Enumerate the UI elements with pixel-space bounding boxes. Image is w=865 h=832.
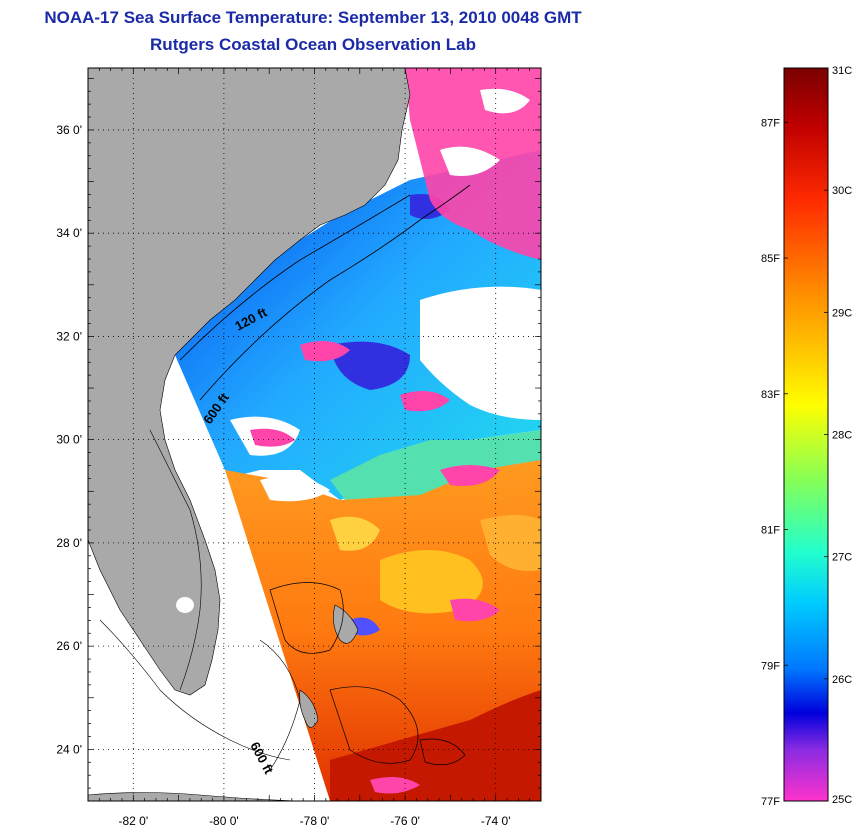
latitude-axis: 36 0' 34 0' 32 0' 30 0' 28 0' 26 0' 24 0' bbox=[56, 123, 82, 756]
cloud-flag-area bbox=[300, 341, 350, 362]
lon-tick-label: -82 0' bbox=[118, 814, 148, 828]
contour-bahamas-bank bbox=[269, 582, 344, 654]
cloud-gap bbox=[420, 286, 541, 420]
cloud-flag-area bbox=[250, 428, 295, 447]
colorbar-fahrenheit-label: 83F bbox=[761, 389, 780, 401]
colorbar-fahrenheit-label: 79F bbox=[761, 660, 780, 672]
map-content bbox=[88, 68, 541, 801]
colorbar-fahrenheit-label: 85F bbox=[761, 253, 780, 265]
cloud-flag-area bbox=[450, 598, 500, 622]
map-title: NOAA-17 Sea Surface Temperature: Septemb… bbox=[44, 8, 582, 27]
colorbar-celsius-label: 31C bbox=[832, 65, 852, 77]
cuba-coast bbox=[88, 792, 301, 801]
lat-tick-label: 24 0' bbox=[56, 742, 82, 756]
cloud-gap bbox=[440, 146, 500, 176]
longitude-axis: -82 0' -80 0' -78 0' -76 0' -74 0' bbox=[118, 814, 510, 828]
cloud-flag-area bbox=[440, 465, 500, 486]
contour-bahamas-bank bbox=[419, 738, 466, 766]
colorbar-fahrenheit-label: 87F bbox=[761, 117, 780, 129]
colorbar-celsius-label: 25C bbox=[832, 794, 852, 806]
bahamas-island bbox=[333, 604, 359, 644]
colorbar-celsius-label: 27C bbox=[832, 552, 852, 564]
contour-shelf-florida bbox=[149, 429, 202, 691]
sst-cold-pocket bbox=[330, 341, 410, 390]
lat-tick-label: 28 0' bbox=[56, 536, 82, 550]
lat-tick-label: 30 0' bbox=[56, 433, 82, 447]
lat-tick-label: 36 0' bbox=[56, 123, 82, 137]
cloud-flag-area bbox=[400, 391, 450, 412]
colorbar-celsius-labels: 31C 30C 29C 28C 27C 26C 25C bbox=[824, 65, 852, 806]
contour-bahamas-bank bbox=[329, 686, 419, 764]
colorbar-celsius-label: 28C bbox=[832, 430, 852, 442]
sst-red-band bbox=[330, 690, 541, 801]
contour-120ft bbox=[179, 194, 411, 361]
lon-tick-label: -74 0' bbox=[481, 814, 511, 828]
cloud-gap bbox=[480, 88, 530, 114]
colorbar-celsius-label: 26C bbox=[832, 674, 852, 686]
colorbar-fahrenheit-labels: 87F 85F 83F 81F 79F 77F bbox=[761, 117, 788, 808]
lat-tick-label: 34 0' bbox=[56, 226, 82, 240]
contour-keys bbox=[99, 619, 291, 761]
lat-tick-label: 32 0' bbox=[56, 329, 82, 343]
colorbar-celsius-label: 30C bbox=[832, 185, 852, 197]
sst-yellow-patch bbox=[380, 550, 483, 614]
bahamas-island bbox=[299, 689, 319, 728]
map-subtitle: Rutgers Coastal Ocean Observation Lab bbox=[150, 35, 476, 54]
colorbar-fahrenheit-label: 77F bbox=[761, 796, 780, 808]
lake-okeechobee bbox=[176, 597, 194, 613]
graticule bbox=[87, 68, 542, 802]
lon-tick-label: -78 0' bbox=[300, 814, 330, 828]
cloud-flag-area bbox=[370, 776, 420, 794]
lon-tick-label: -76 0' bbox=[390, 814, 420, 828]
sst-yellow-patch bbox=[480, 515, 541, 571]
contour-600ft bbox=[199, 184, 471, 401]
lon-tick-label: -80 0' bbox=[209, 814, 239, 828]
lat-tick-label: 26 0' bbox=[56, 639, 82, 653]
colorbar-celsius-label: 29C bbox=[832, 307, 852, 319]
sst-yellow-patch bbox=[330, 516, 380, 551]
land-mass bbox=[88, 68, 411, 696]
sst-cool-region bbox=[175, 150, 541, 500]
colorbar bbox=[783, 67, 829, 802]
cloud-gap bbox=[260, 476, 330, 502]
contour-600ft-south bbox=[259, 639, 301, 771]
colorbar-fahrenheit-label: 81F bbox=[761, 525, 780, 537]
